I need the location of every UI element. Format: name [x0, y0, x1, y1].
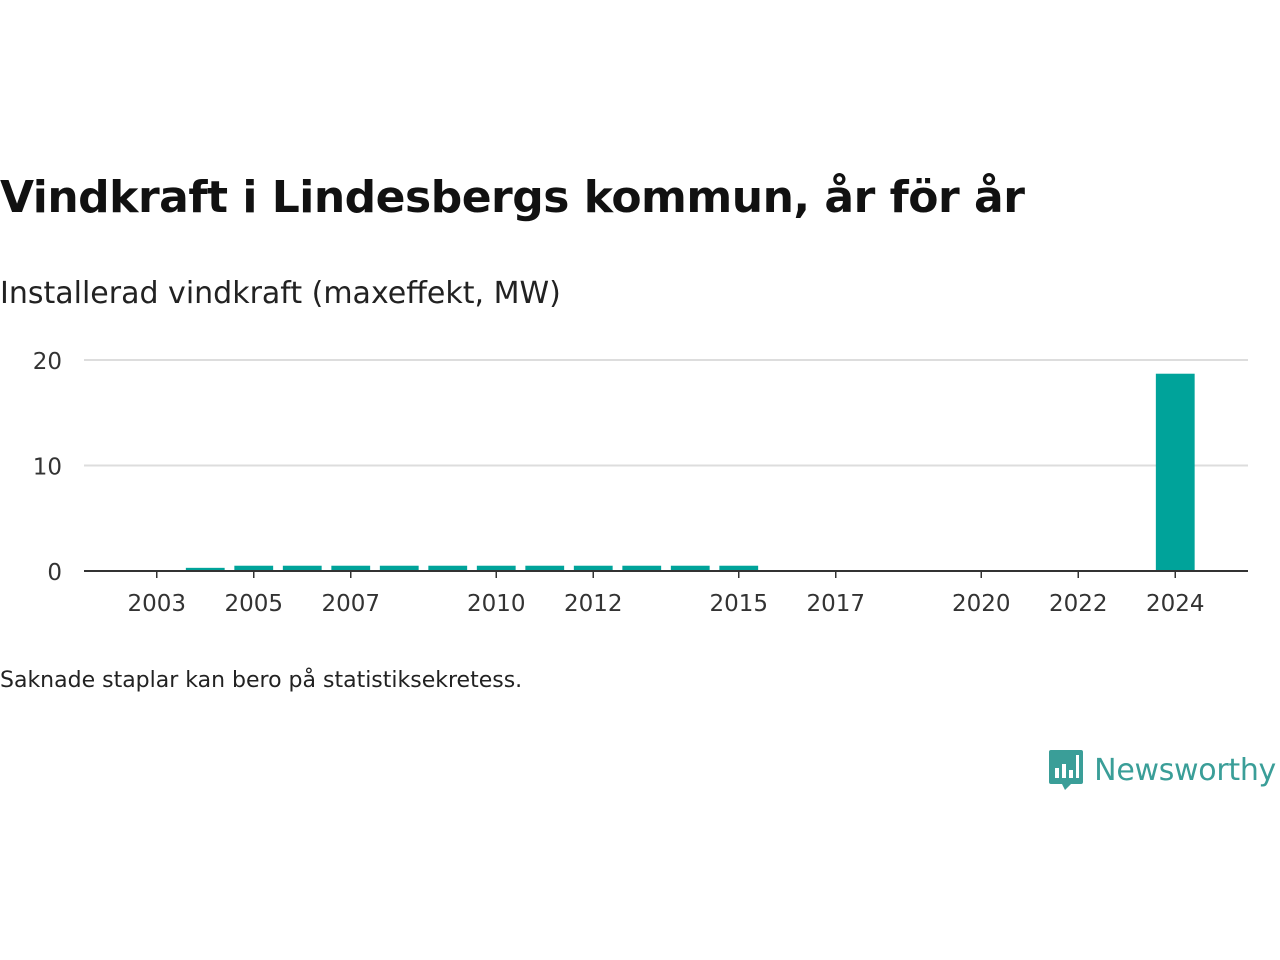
bar [476, 565, 516, 571]
footnote: Saknade staplar kan bero på statistiksek… [0, 668, 523, 693]
bar [622, 565, 662, 571]
y-tick-label: 10 [33, 455, 62, 481]
bar-chart: 2003 2005 2007 2010 2012 2015 2017 2020 2022 2024… [33, 349, 1248, 617]
x-tick-label: 2020 [952, 591, 1011, 617]
x-tick-label: 2012 [564, 591, 623, 617]
y-tick-label: 20 [33, 349, 62, 375]
x-tick-label: 2015 [709, 591, 768, 617]
x-tick-label: 2022 [1049, 591, 1108, 617]
bar [428, 565, 468, 571]
brand-name: Newsworthy [1094, 752, 1276, 788]
newsworthy-logo-icon [1049, 750, 1084, 790]
gridlines [84, 359, 1248, 467]
x-tick-label: 2003 [127, 591, 186, 617]
bar [670, 565, 710, 571]
chart-subtitle: Installerad vindkraft (maxeffekt, MW) [0, 276, 561, 311]
brand: Newsworthy [1048, 748, 1276, 792]
x-tick-label: 2005 [224, 591, 283, 617]
bar [185, 567, 225, 571]
chart-title: Vindkraft i Lindesbergs kommun, år för å… [0, 172, 1025, 223]
x-tick-label: 2007 [321, 591, 380, 617]
bar [379, 565, 419, 571]
y-axis-ticks: 0 10 20 [33, 349, 62, 586]
bar [525, 565, 565, 571]
bar [1155, 373, 1195, 571]
x-tick-label: 2010 [467, 591, 526, 617]
x-tick-label: 2024 [1146, 591, 1205, 617]
bars [185, 373, 1195, 571]
bar [573, 565, 613, 571]
y-tick-label: 0 [47, 560, 62, 586]
x-axis-ticks: 2003 2005 2007 2010 2012 2015 2017 2020 2022 2024 [127, 571, 1205, 617]
bar [331, 565, 371, 571]
bar [282, 565, 322, 571]
bar [234, 565, 274, 571]
x-tick-label: 2017 [806, 591, 865, 617]
bar [719, 565, 759, 571]
